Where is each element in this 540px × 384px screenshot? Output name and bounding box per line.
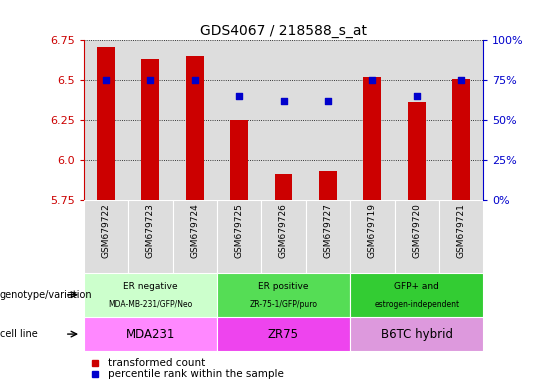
Text: transformed count: transformed count — [108, 358, 205, 368]
Text: GSM679720: GSM679720 — [412, 204, 421, 258]
Bar — [172, 200, 217, 273]
Text: GSM679725: GSM679725 — [234, 204, 244, 258]
Point — [457, 77, 465, 83]
Bar — [128, 200, 172, 273]
Text: GSM679721: GSM679721 — [457, 204, 465, 258]
Bar — [84, 317, 217, 351]
Bar — [84, 200, 128, 273]
Text: GSM679724: GSM679724 — [190, 204, 199, 258]
Bar — [84, 40, 128, 200]
Point — [279, 98, 288, 104]
Bar — [261, 200, 306, 273]
Bar — [217, 200, 261, 273]
Text: GFP+ and: GFP+ and — [394, 282, 439, 291]
Point — [146, 77, 154, 83]
Point — [368, 77, 376, 83]
Bar — [306, 40, 350, 200]
Text: MDA-MB-231/GFP/Neo: MDA-MB-231/GFP/Neo — [108, 300, 192, 309]
Bar — [350, 40, 395, 200]
Text: genotype/variation: genotype/variation — [0, 290, 93, 300]
Title: GDS4067 / 218588_s_at: GDS4067 / 218588_s_at — [200, 24, 367, 38]
Bar — [275, 174, 292, 200]
Text: B6TC hybrid: B6TC hybrid — [381, 328, 453, 341]
Bar — [363, 77, 381, 200]
Text: ER positive: ER positive — [258, 282, 309, 291]
Bar — [172, 40, 217, 200]
Text: GSM679719: GSM679719 — [368, 204, 377, 258]
Bar — [217, 40, 261, 200]
Bar — [230, 120, 248, 200]
Bar — [217, 273, 350, 317]
Text: GSM679726: GSM679726 — [279, 204, 288, 258]
Point — [102, 77, 110, 83]
Text: ZR75: ZR75 — [268, 328, 299, 341]
Point — [235, 93, 244, 99]
Bar — [350, 200, 395, 273]
Point — [413, 93, 421, 99]
Bar — [350, 273, 483, 317]
Bar — [319, 171, 337, 200]
Text: estrogen-independent: estrogen-independent — [374, 300, 459, 309]
Text: GSM679727: GSM679727 — [323, 204, 333, 258]
Bar — [439, 40, 483, 200]
Text: cell line: cell line — [0, 329, 38, 339]
Bar — [350, 317, 483, 351]
Bar — [439, 200, 483, 273]
Text: ER negative: ER negative — [123, 282, 178, 291]
Text: GSM679722: GSM679722 — [102, 204, 110, 258]
Bar — [128, 40, 172, 200]
Text: ZR-75-1/GFP/puro: ZR-75-1/GFP/puro — [249, 300, 318, 309]
Bar — [186, 56, 204, 200]
Point — [191, 77, 199, 83]
Bar — [452, 79, 470, 200]
Text: MDA231: MDA231 — [126, 328, 175, 341]
Bar — [306, 200, 350, 273]
Bar — [395, 200, 439, 273]
Point — [323, 98, 332, 104]
Bar — [84, 273, 217, 317]
Bar — [97, 47, 115, 200]
Text: GSM679723: GSM679723 — [146, 204, 155, 258]
Bar — [395, 40, 439, 200]
Bar — [141, 60, 159, 200]
Bar — [408, 103, 426, 200]
Bar — [261, 40, 306, 200]
Bar — [217, 317, 350, 351]
Text: percentile rank within the sample: percentile rank within the sample — [108, 369, 284, 379]
